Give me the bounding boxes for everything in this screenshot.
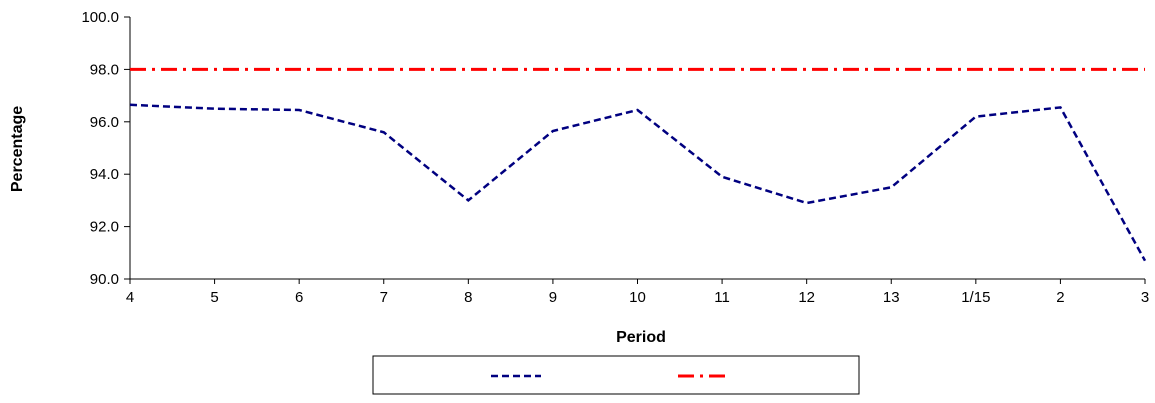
data-point xyxy=(721,176,723,178)
legend xyxy=(372,355,860,395)
data-point xyxy=(383,131,385,133)
series-layer xyxy=(129,67,1147,262)
x-tick-label: 9 xyxy=(549,289,557,306)
x-axis-title: Period xyxy=(616,329,666,346)
data-point xyxy=(975,115,977,117)
data-point xyxy=(805,68,807,70)
data-point xyxy=(636,68,638,70)
data-point xyxy=(129,68,131,70)
x-tick-label: 5 xyxy=(210,289,218,306)
x-tick-label: 8 xyxy=(464,289,472,306)
y-tick-label: 96.0 xyxy=(90,114,119,131)
data-point xyxy=(298,109,300,111)
x-tick-label: 13 xyxy=(883,289,900,306)
legend-box xyxy=(372,355,860,395)
y-tick-label: 98.0 xyxy=(90,61,119,78)
y-tick-label: 100.0 xyxy=(81,9,119,26)
data-point xyxy=(1059,106,1061,108)
data-point xyxy=(467,68,469,70)
x-tick-label: 2 xyxy=(1056,289,1064,306)
y-axis-title: Percentage xyxy=(9,106,26,192)
data-point xyxy=(636,109,638,111)
data-point xyxy=(552,130,554,132)
data-point xyxy=(467,199,469,201)
y-tick-label: 92.0 xyxy=(90,219,119,236)
data-point xyxy=(552,68,554,70)
data-point xyxy=(383,68,385,70)
data-point xyxy=(1059,68,1061,70)
data-point xyxy=(721,68,723,70)
data-point xyxy=(975,68,977,70)
data-point xyxy=(1144,68,1146,70)
x-tick-label: 11 xyxy=(714,289,730,306)
data-point xyxy=(890,186,892,188)
x-tick-label: 6 xyxy=(295,289,303,306)
x-tick-label: 3 xyxy=(1141,289,1149,306)
data-point xyxy=(1144,259,1146,261)
data-point xyxy=(890,68,892,70)
data-point xyxy=(298,68,300,70)
data-point xyxy=(129,104,131,106)
x-axis: 4 5 6 7 8 9 10 11 12 13 1/15 2 3 xyxy=(126,278,1149,306)
y-tick-label: 90.0 xyxy=(90,271,119,288)
y-tick-label: 94.0 xyxy=(90,166,119,183)
data-point xyxy=(213,68,215,70)
data-point xyxy=(805,202,807,204)
y-axis: 90.0 92.0 94.0 96.0 98.0 100.0 xyxy=(81,9,131,288)
x-tick-label: 10 xyxy=(629,289,646,306)
series-line-1 xyxy=(129,103,1147,262)
data-point xyxy=(213,108,215,110)
x-tick-label: 7 xyxy=(380,289,388,306)
x-tick-label: 12 xyxy=(798,289,815,306)
x-tick-label: 1/15 xyxy=(961,289,990,306)
x-tick-label: 4 xyxy=(126,289,134,306)
